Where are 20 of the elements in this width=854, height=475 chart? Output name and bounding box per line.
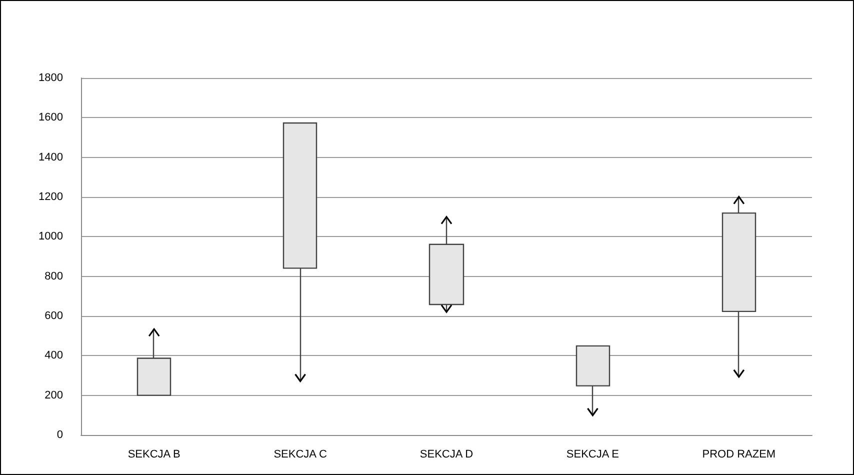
- y-tick-label: 400: [44, 350, 63, 362]
- y-tick-label: 0: [56, 429, 63, 441]
- y-tick-label: 1400: [38, 151, 63, 164]
- x-tick-label: PROD RAZEM: [702, 448, 776, 460]
- x-tick-label: SEKCJA B: [128, 448, 180, 460]
- y-tick-label: 800: [44, 270, 63, 282]
- candlestick: [428, 216, 464, 313]
- y-tick-label: 600: [44, 310, 63, 322]
- y-tick-label: 1200: [38, 191, 63, 203]
- x-tick-label: SEKCJA C: [274, 448, 327, 460]
- y-tick-label: 200: [44, 389, 63, 402]
- y-tick-label: 1000: [38, 230, 63, 243]
- candlestick: [576, 345, 610, 416]
- candlestick: [136, 328, 172, 396]
- candlestick: [722, 196, 756, 378]
- y-tick-label: 1800: [38, 72, 63, 84]
- x-tick-label: SEKCJA D: [420, 448, 474, 460]
- candlestick: [282, 122, 318, 382]
- x-tick-label: SEKCJA E: [566, 448, 619, 460]
- y-tick-label: 1600: [38, 112, 63, 124]
